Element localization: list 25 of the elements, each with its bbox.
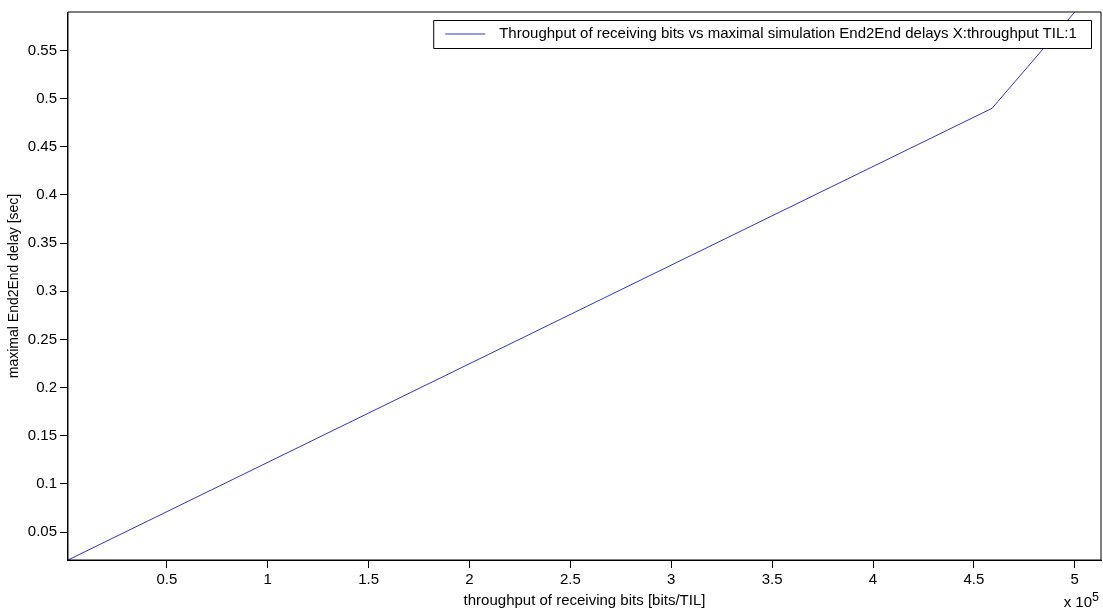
y-tick-label: 0.05 <box>27 522 57 540</box>
y-tick-label: 0.2 <box>36 377 57 395</box>
x-tick-label: 2 <box>465 570 474 588</box>
x-tick-label: 4.5 <box>963 570 985 588</box>
y-tick-label: 0.15 <box>27 425 57 443</box>
x-tick-label: 2.5 <box>559 570 581 588</box>
y-tick-label: 0.55 <box>27 40 57 58</box>
text: x 10$^{5}$ <box>1063 590 1099 610</box>
y-tick-label: 0.3 <box>36 281 57 299</box>
legend-label: Throughput of receiving bits vs maximal simulation End2End delays X:throughput TIL:1 <box>499 24 1077 42</box>
x-axis-title: throughput of receiving bits [bits/TIL] <box>463 591 706 609</box>
x-tick-label: 4 <box>868 570 878 588</box>
y-tick-label: 0.45 <box>27 136 57 154</box>
x-tick-label: 0.5 <box>156 570 178 588</box>
x-tick-label: 5 <box>1070 570 1079 588</box>
x-tick-label: 1.5 <box>358 570 380 588</box>
y-tick-label: 0.25 <box>27 329 57 347</box>
y-tick-label: 0.4 <box>36 185 57 203</box>
x-tick-label: 3 <box>667 570 676 588</box>
y-tick-label: 0.1 <box>36 474 57 492</box>
x-tick-label: 3.5 <box>761 570 783 588</box>
y-axis-title: maximal End2End delay [sec] <box>5 193 22 379</box>
y-tick-label: 0.35 <box>27 233 57 251</box>
x-tick-label: 1 <box>263 570 272 588</box>
y-tick-label: 0.5 <box>36 88 57 106</box>
